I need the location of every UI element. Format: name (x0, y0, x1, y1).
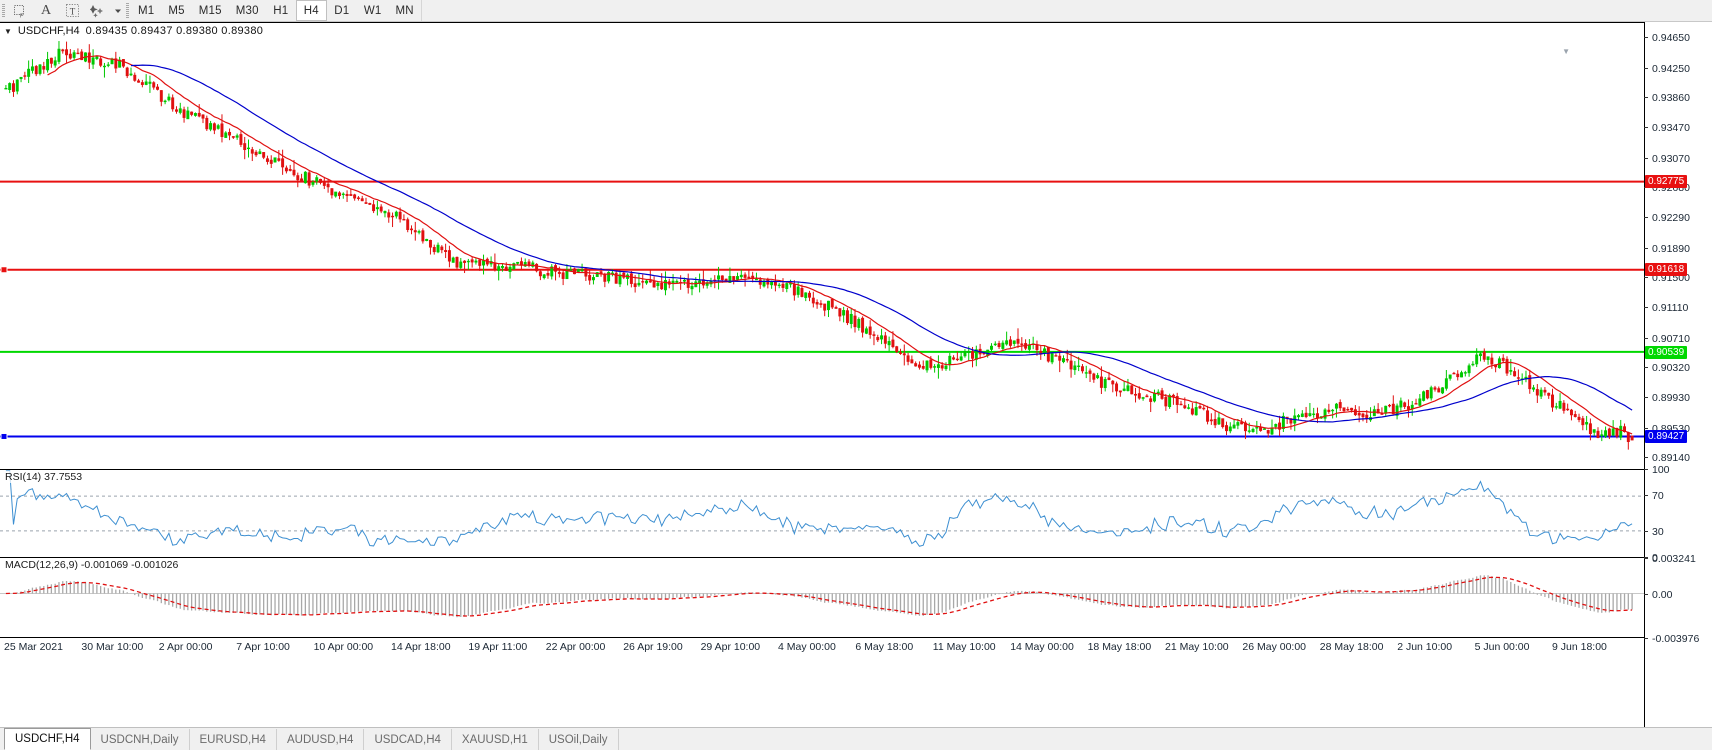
toolbar-empty-area (420, 0, 1712, 21)
chart-panes: ▼ USDCHF,H4 0.89435 0.89437 0.89380 0.89… (0, 22, 1644, 727)
time-axis[interactable]: 25 Mar 2021 30 Mar 10:00 2 Apr 00:00 7 Apr … (0, 637, 1644, 657)
toolbar-grip[interactable] (0, 0, 7, 21)
rsi-pane[interactable]: RSI(14) 37.7553 (0, 469, 1644, 557)
symbol-quote-bar: ▼ USDCHF,H4 0.89435 0.89437 0.89380 0.89… (0, 23, 268, 39)
tab-usdcad-h4[interactable]: USDCAD,H4 (364, 729, 452, 750)
timeframe-mn[interactable]: MN (395, 4, 414, 17)
timeframe-m1[interactable]: M1 (138, 4, 155, 17)
time-tick-label: 4 May 00:00 (778, 641, 836, 653)
price-tick: 0.90710 (1644, 333, 1712, 345)
rsi-chart-svg (0, 470, 1644, 547)
time-tick-label: 30 Mar 10:00 (81, 641, 144, 653)
svg-text:F: F (20, 13, 24, 18)
ohlc-values: 0.89435 0.89437 0.89380 0.89380 (85, 25, 264, 37)
time-tick-label: 7 Apr 10:00 (236, 641, 290, 653)
toolbar-separator (124, 0, 131, 21)
time-tick-label: 25 Mar 2021 (4, 641, 63, 653)
indicator-tick: 0.003241 (1644, 553, 1712, 565)
time-tick-label: 2 Jun 10:00 (1397, 641, 1453, 653)
macd-label: MACD(12,26,9) -0.001069 -0.001026 (4, 559, 180, 571)
tab-xauusd-h1[interactable]: XAUUSD,H1 (452, 729, 539, 750)
time-tick-label: 22 Apr 00:00 (545, 641, 606, 653)
price-axis-divider (1644, 22, 1645, 727)
time-tick-label: 11 May 10:00 (932, 641, 996, 653)
time-tick-label: 14 May 00:00 (1010, 641, 1074, 653)
timeframe-m15[interactable]: M15 (198, 4, 222, 17)
tab-audusd-h4[interactable]: AUDUSD,H4 (277, 729, 365, 750)
rsi-plot (0, 470, 1644, 557)
time-tick-label: 2 Apr 00:00 (158, 641, 213, 653)
time-tick-label: 14 Apr 18:00 (391, 641, 451, 653)
price-tick: 0.89930 (1644, 392, 1712, 404)
price-tick: 0.94650 (1644, 32, 1712, 44)
time-tick-label: 26 May 00:00 (1242, 641, 1307, 653)
time-tick-label: 19 Apr 11:00 (468, 641, 528, 653)
price-tag[interactable]: 0.91618 (1645, 263, 1688, 277)
chart-toolbar: F A T M1 M5 M15 M30 H1 H4 (0, 0, 1712, 22)
price-tick: 0.93860 (1644, 92, 1712, 104)
objects-icon[interactable] (85, 0, 111, 21)
time-tick-label: 5 Jun 00:00 (1474, 641, 1530, 653)
symbol-label: USDCHF,H4 (17, 25, 80, 37)
text-label-icon[interactable]: A (40, 2, 52, 18)
time-tick-label: 26 Apr 19:00 (623, 641, 683, 653)
price-tick: 0.93070 (1644, 153, 1712, 165)
price-tick: 0.94250 (1644, 63, 1712, 75)
timeframe-m30[interactable]: M30 (235, 4, 259, 17)
scroll-indicator-icon: ▼ (1562, 47, 1570, 56)
tab-usdcnh-daily[interactable]: USDCNH,Daily (91, 729, 190, 750)
price-axis[interactable]: 0.94650 0.94250 0.93860 0.93470 0.93070 0.926… (1644, 22, 1712, 727)
price-tick: 0.90320 (1644, 362, 1712, 374)
macd-chart-svg (0, 575, 1644, 618)
chart-tab-bar: USDCHF,H4 USDCNH,Daily EURUSD,H4 AUDUSD,… (0, 727, 1712, 750)
objects-dropdown-icon[interactable] (111, 0, 124, 21)
timeframe-d1[interactable]: D1 (334, 4, 350, 17)
price-pane[interactable]: ▼ USDCHF,H4 0.89435 0.89437 0.89380 0.89… (0, 22, 1644, 469)
text-box-icon[interactable]: T (59, 0, 85, 21)
time-tick-label: 21 May 10:00 (1165, 641, 1229, 653)
svg-text:T: T (69, 7, 75, 17)
macd-pane[interactable]: MACD(12,26,9) -0.001069 -0.001026 (0, 557, 1644, 637)
price-tag[interactable]: 0.90539 (1645, 345, 1688, 359)
time-tick-label: 9 Jun 18:00 (1552, 641, 1607, 653)
timeframe-h4[interactable]: H4 (295, 0, 327, 21)
price-tick: 0.93470 (1644, 122, 1712, 134)
price-tick: 0.91110 (1644, 302, 1712, 314)
rsi-label: RSI(14) 37.7553 (4, 471, 84, 483)
indicator-tick: 0.00 (1644, 589, 1712, 601)
price-tick: 0.89140 (1644, 452, 1712, 464)
time-tick-label: 18 May 18:00 (1087, 641, 1152, 653)
tab-usdchf-h4[interactable]: USDCHF,H4 (4, 728, 91, 750)
price-plot (0, 23, 1644, 469)
time-tick-label: 10 Apr 00:00 (313, 641, 374, 653)
chart-area[interactable]: ▼ USDCHF,H4 0.89435 0.89437 0.89380 0.89… (0, 22, 1712, 727)
timeframe-w1[interactable]: W1 (363, 4, 382, 17)
tab-usoil-daily[interactable]: USOil,Daily (539, 729, 619, 750)
time-tick-label: 28 May 18:00 (1319, 641, 1384, 653)
price-tag[interactable]: 0.89427 (1645, 430, 1688, 444)
indicator-tick: 0 (1644, 552, 1712, 564)
timeframe-m5[interactable]: M5 (168, 4, 185, 17)
indicator-tick: 70 (1644, 490, 1712, 502)
price-chart-svg (0, 41, 1644, 450)
macd-plot (0, 558, 1644, 637)
time-tick-label: 29 Apr 10:00 (700, 641, 761, 653)
time-tick-label: 6 May 18:00 (855, 641, 914, 653)
timeframe-h1[interactable]: H1 (273, 4, 289, 17)
price-tick: 0.92290 (1644, 212, 1712, 224)
tab-eurusd-h4[interactable]: EURUSD,H4 (190, 729, 277, 750)
crosshair-icon[interactable]: F (7, 0, 33, 21)
price-tick: 0.91890 (1644, 243, 1712, 255)
indicator-tick: 100 (1644, 464, 1712, 476)
chart-menu-caret-icon[interactable]: ▼ (4, 26, 12, 36)
price-tag[interactable]: 0.92775 (1645, 175, 1688, 189)
indicator-tick: -0.003976 (1644, 633, 1712, 645)
indicator-tick: 30 (1644, 526, 1712, 538)
